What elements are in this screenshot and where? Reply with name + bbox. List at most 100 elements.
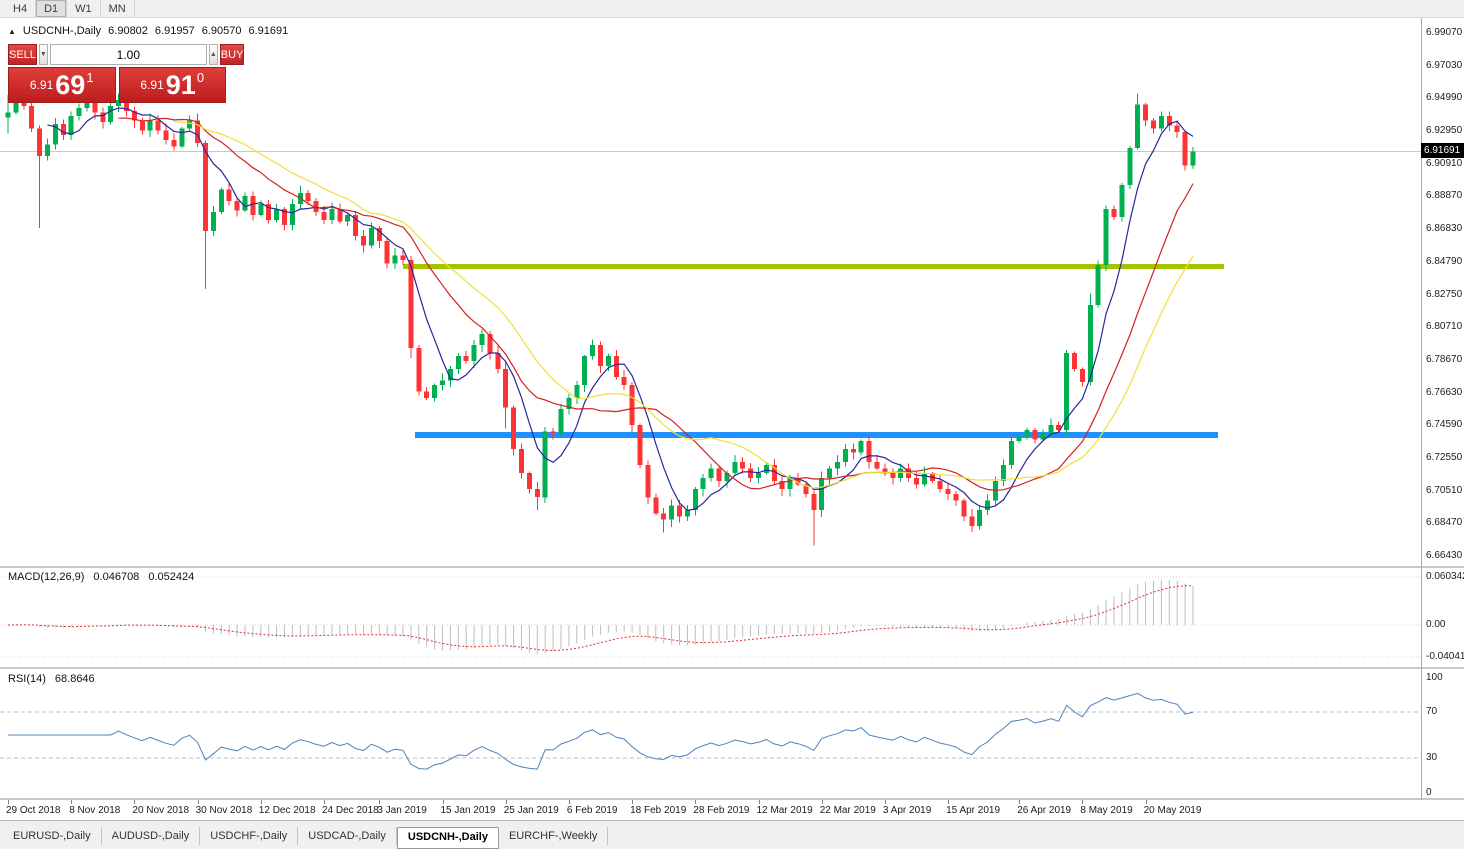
price-axis-label: 6.94990 bbox=[1426, 92, 1463, 104]
date-tick bbox=[695, 800, 697, 804]
rsi-value: 68.8646 bbox=[54, 673, 95, 685]
price-axis-label: 6.82750 bbox=[1426, 288, 1463, 300]
price-axis-label: 6.78670 bbox=[1426, 353, 1463, 365]
date-label: 25 Jan 2019 bbox=[503, 805, 559, 816]
date-label: 29 Oct 2018 bbox=[6, 805, 61, 816]
tab-eurusd-daily[interactable]: EURUSD-,Daily bbox=[3, 827, 102, 845]
rsi-axis-label: 70 bbox=[1426, 706, 1438, 717]
tab-eurchf-weekly[interactable]: EURCHF-,Weekly bbox=[499, 827, 609, 845]
date-label: 22 Mar 2019 bbox=[819, 805, 876, 816]
price-axis-label: 6.70510 bbox=[1426, 484, 1463, 496]
tab-usdcad-daily[interactable]: USDCAD-,Daily bbox=[298, 827, 397, 845]
rsi-axis-label: 30 bbox=[1426, 752, 1438, 763]
volume-up-icon[interactable]: ▲ bbox=[208, 44, 218, 65]
price-axis-label: 6.84790 bbox=[1426, 255, 1463, 267]
date-tick bbox=[8, 800, 9, 804]
date-tick bbox=[1082, 800, 1084, 804]
timeframe-mn-button[interactable]: MN bbox=[101, 0, 135, 17]
sell-price-prefix: 6.91 bbox=[29, 78, 54, 92]
rsi-label: RSI(14) bbox=[8, 673, 46, 685]
rsi-axis-label: 100 bbox=[1426, 671, 1443, 683]
date-label: 3 Apr 2019 bbox=[882, 805, 932, 816]
macd-canvas[interactable] bbox=[0, 568, 1421, 667]
main-chart-canvas[interactable] bbox=[0, 18, 1421, 566]
chart-area: ▲ USDCNH-,Daily 6.90802 6.91957 6.90570 … bbox=[0, 18, 1464, 820]
price-axis-label: 6.97030 bbox=[1426, 59, 1463, 71]
ohlc-low: 6.90570 bbox=[201, 25, 242, 37]
collapse-trade-panel-icon[interactable]: ▲ bbox=[8, 26, 16, 36]
timeframe-toolbar: H4 D1 W1 MN bbox=[0, 0, 1464, 18]
price-axis-label: 6.90910 bbox=[1426, 157, 1463, 169]
date-tick bbox=[260, 800, 262, 804]
buy-price-button[interactable]: 6.91 91 0 bbox=[118, 67, 226, 103]
volume-down-icon[interactable]: ▼ bbox=[38, 44, 48, 65]
price-axis-label: 6.86830 bbox=[1426, 223, 1463, 235]
rsi-axis-label: 0 bbox=[1426, 786, 1432, 798]
price-axis-label: 6.88870 bbox=[1426, 190, 1463, 202]
macd-signal-value: 0.052424 bbox=[148, 571, 195, 583]
price-axis-label: 6.66430 bbox=[1426, 550, 1463, 562]
timeframe-w1-button[interactable]: W1 bbox=[67, 0, 101, 17]
date-label: 20 Nov 2018 bbox=[132, 805, 190, 816]
sell-price-big-digits: 69 bbox=[55, 69, 86, 100]
macd-axis-label: 0.060342 bbox=[1426, 571, 1464, 583]
volume-input[interactable] bbox=[49, 44, 207, 65]
tab-audusd-daily[interactable]: AUDUSD-,Daily bbox=[102, 827, 201, 845]
price-axis-label: 6.68470 bbox=[1426, 517, 1463, 529]
panel-separator[interactable] bbox=[0, 566, 1464, 568]
ohlc-close: 6.91691 bbox=[248, 25, 289, 37]
tab-usdchf-daily[interactable]: USDCHF-,Daily bbox=[200, 827, 299, 845]
date-tick bbox=[505, 800, 507, 804]
date-axis[interactable]: 29 Oct 2018 8 Nov 2018 20 Nov 2018 30 Nov 2… bbox=[0, 800, 1464, 820]
date-label: 12 Mar 2019 bbox=[756, 805, 813, 816]
date-tick bbox=[1019, 800, 1021, 804]
macd-label: MACD(12,26,9) bbox=[8, 571, 85, 583]
price-axis-label: 6.72550 bbox=[1426, 452, 1463, 463]
date-label: 15 Apr 2019 bbox=[946, 805, 1001, 816]
date-tick bbox=[442, 800, 444, 804]
chart-title: ▲ USDCNH-,Daily 6.90802 6.91957 6.90570 … bbox=[8, 25, 288, 37]
date-tick bbox=[134, 800, 136, 804]
date-label: 24 Dec 2018 bbox=[322, 805, 379, 816]
price-axis-label: 6.99070 bbox=[1426, 27, 1463, 38]
sell-button[interactable]: SELL bbox=[8, 44, 37, 65]
date-tick bbox=[197, 800, 199, 804]
date-label: 3 Jan 2019 bbox=[377, 805, 427, 816]
date-tick bbox=[568, 800, 570, 804]
ohlc-open: 6.90802 bbox=[108, 25, 148, 37]
buy-price-pipette: 0 bbox=[196, 69, 205, 85]
date-label: 26 Apr 2019 bbox=[1017, 805, 1072, 816]
date-tick bbox=[884, 800, 886, 804]
buy-price-big-digits: 91 bbox=[165, 69, 196, 100]
panel-separator bbox=[0, 798, 1464, 800]
current-price-badge: 6.91691 bbox=[1421, 143, 1464, 159]
timeframe-h4-button[interactable]: H4 bbox=[5, 0, 37, 17]
one-click-trading-panel: SELL ▼ ▲ BUY 6.91 69 1 6.91 91 0 bbox=[8, 44, 245, 103]
price-axis-label: 6.76630 bbox=[1426, 386, 1463, 398]
tab-usdcnh-daily[interactable]: USDCNH-,Daily bbox=[396, 827, 499, 849]
sell-price-button[interactable]: 6.91 69 1 bbox=[8, 67, 116, 103]
date-tick bbox=[948, 800, 950, 804]
rsi-header: RSI(14) 68.8646 bbox=[8, 673, 95, 685]
rsi-canvas[interactable] bbox=[0, 669, 1421, 798]
symbol-title: USDCNH-,Daily bbox=[22, 25, 102, 37]
buy-button[interactable]: BUY bbox=[219, 44, 245, 65]
price-axis-label: 6.92950 bbox=[1426, 125, 1463, 137]
date-label: 15 Jan 2019 bbox=[440, 805, 496, 816]
panel-separator[interactable] bbox=[0, 667, 1464, 669]
price-axis-label: 6.74590 bbox=[1426, 419, 1463, 431]
price-axis-separator[interactable] bbox=[1421, 18, 1422, 800]
date-tick bbox=[821, 800, 823, 804]
ohlc-high: 6.91957 bbox=[154, 25, 195, 37]
date-tick bbox=[324, 800, 325, 804]
date-tick bbox=[379, 800, 381, 804]
date-label: 28 Feb 2019 bbox=[693, 805, 750, 816]
chart-tab-bar: EURUSD-,Daily AUDUSD-,Daily USDCHF-,Dail… bbox=[0, 820, 1464, 849]
date-label: 6 Feb 2019 bbox=[566, 805, 618, 816]
price-axis-label: 6.80710 bbox=[1426, 321, 1463, 333]
timeframe-d1-button[interactable]: D1 bbox=[36, 0, 68, 17]
date-label: 8 Nov 2018 bbox=[69, 805, 121, 816]
buy-price-prefix: 6.91 bbox=[140, 78, 164, 92]
date-tick bbox=[1145, 800, 1147, 804]
